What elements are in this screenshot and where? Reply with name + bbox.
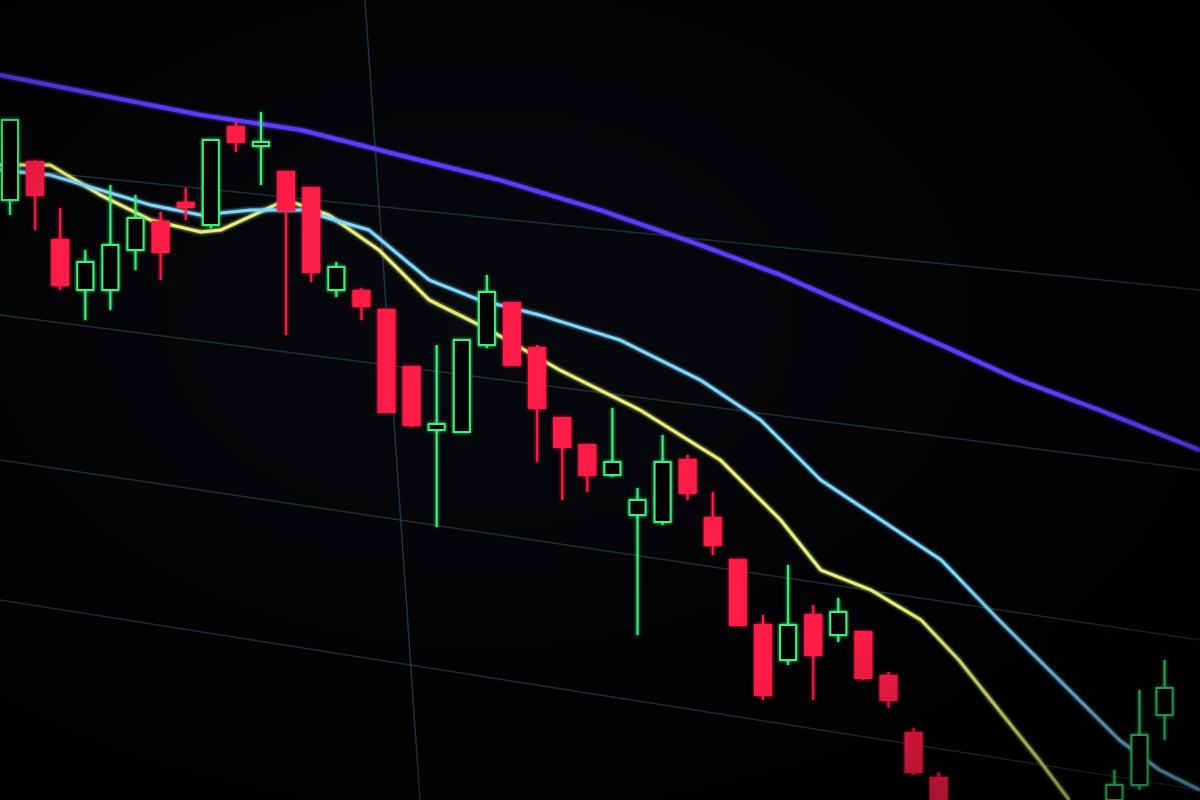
candle-down — [929, 772, 948, 800]
candle-up — [327, 262, 346, 297]
candle-body — [829, 611, 848, 636]
candle-down — [528, 345, 547, 462]
candle-down — [754, 615, 772, 700]
candle-down — [302, 187, 321, 282]
candle-body — [26, 161, 45, 196]
candle-up — [452, 339, 471, 433]
candle-up — [603, 408, 622, 477]
candle-up — [829, 598, 848, 642]
candle-up — [779, 565, 798, 665]
candle-down — [703, 492, 722, 555]
candle-down — [553, 417, 572, 500]
candle-body — [678, 459, 697, 494]
candle-down — [176, 188, 195, 220]
candle-up — [201, 139, 220, 228]
candle-body — [1155, 687, 1174, 716]
candle-body — [151, 221, 170, 253]
candle-down — [503, 302, 521, 366]
candle-body — [201, 139, 220, 226]
candle-up — [628, 488, 647, 635]
candle-body — [1, 119, 19, 201]
candle-body — [904, 732, 923, 773]
candle-body — [628, 499, 647, 516]
candle-down — [402, 366, 421, 427]
candle-body — [226, 126, 245, 143]
candles — [1, 112, 1174, 800]
candle-down — [804, 605, 823, 700]
candle-body — [427, 423, 446, 431]
candle-body — [302, 187, 321, 273]
candle-up — [477, 275, 496, 348]
candle-down — [728, 559, 747, 626]
candle-up — [76, 250, 95, 320]
candle-body — [101, 244, 120, 291]
moving-average-line — [0, 168, 1200, 792]
candle-body — [352, 290, 371, 307]
candle-body — [879, 675, 898, 701]
candle-down — [678, 455, 697, 500]
candle-body — [754, 624, 772, 696]
candle-body — [477, 291, 496, 346]
candle-up — [1130, 690, 1149, 790]
candle-down — [879, 672, 898, 708]
moving-average-lines — [0, 73, 1200, 800]
candle-body — [377, 309, 396, 413]
candle-body — [703, 517, 722, 546]
candle-up — [1155, 660, 1174, 740]
candle-body — [1130, 734, 1149, 786]
grid-line-horizontal — [0, 599, 1200, 791]
candle-body — [176, 202, 195, 208]
candle-body — [578, 444, 597, 476]
grid-line-horizontal — [0, 459, 1200, 641]
candle-up — [126, 195, 145, 270]
grid-line-horizontal — [0, 167, 1200, 291]
moving-average-line — [0, 73, 1200, 452]
candle-body — [804, 614, 823, 656]
candle-down — [226, 122, 245, 152]
candle-body — [854, 631, 873, 679]
candle-down — [854, 631, 873, 680]
candle-body — [76, 261, 95, 291]
candle-body — [327, 266, 346, 291]
candle-down — [51, 208, 70, 290]
candle-body — [603, 461, 622, 476]
candle-body — [1105, 784, 1124, 800]
candle-down — [578, 444, 597, 492]
candle-body — [126, 217, 145, 251]
candle-down — [377, 309, 396, 413]
candle-body — [452, 339, 471, 433]
candle-body — [402, 366, 421, 426]
candle-body — [277, 171, 296, 211]
candle-up — [1, 119, 19, 215]
candle-body — [779, 624, 798, 661]
candle-body — [252, 141, 270, 147]
candle-body — [51, 239, 70, 286]
candle-down — [277, 171, 296, 335]
candle-body — [728, 559, 747, 626]
candle-body — [653, 461, 672, 523]
candle-down — [151, 212, 170, 280]
candle-down — [352, 288, 371, 320]
candle-body — [503, 302, 521, 366]
candle-up — [1105, 770, 1124, 800]
candle-down — [26, 160, 45, 230]
candle-body — [528, 347, 547, 409]
candle-down — [904, 728, 923, 775]
candle-body — [929, 777, 948, 800]
candle-body — [553, 417, 572, 448]
candle-up — [653, 435, 672, 525]
grid-line-horizontal — [0, 314, 1200, 471]
